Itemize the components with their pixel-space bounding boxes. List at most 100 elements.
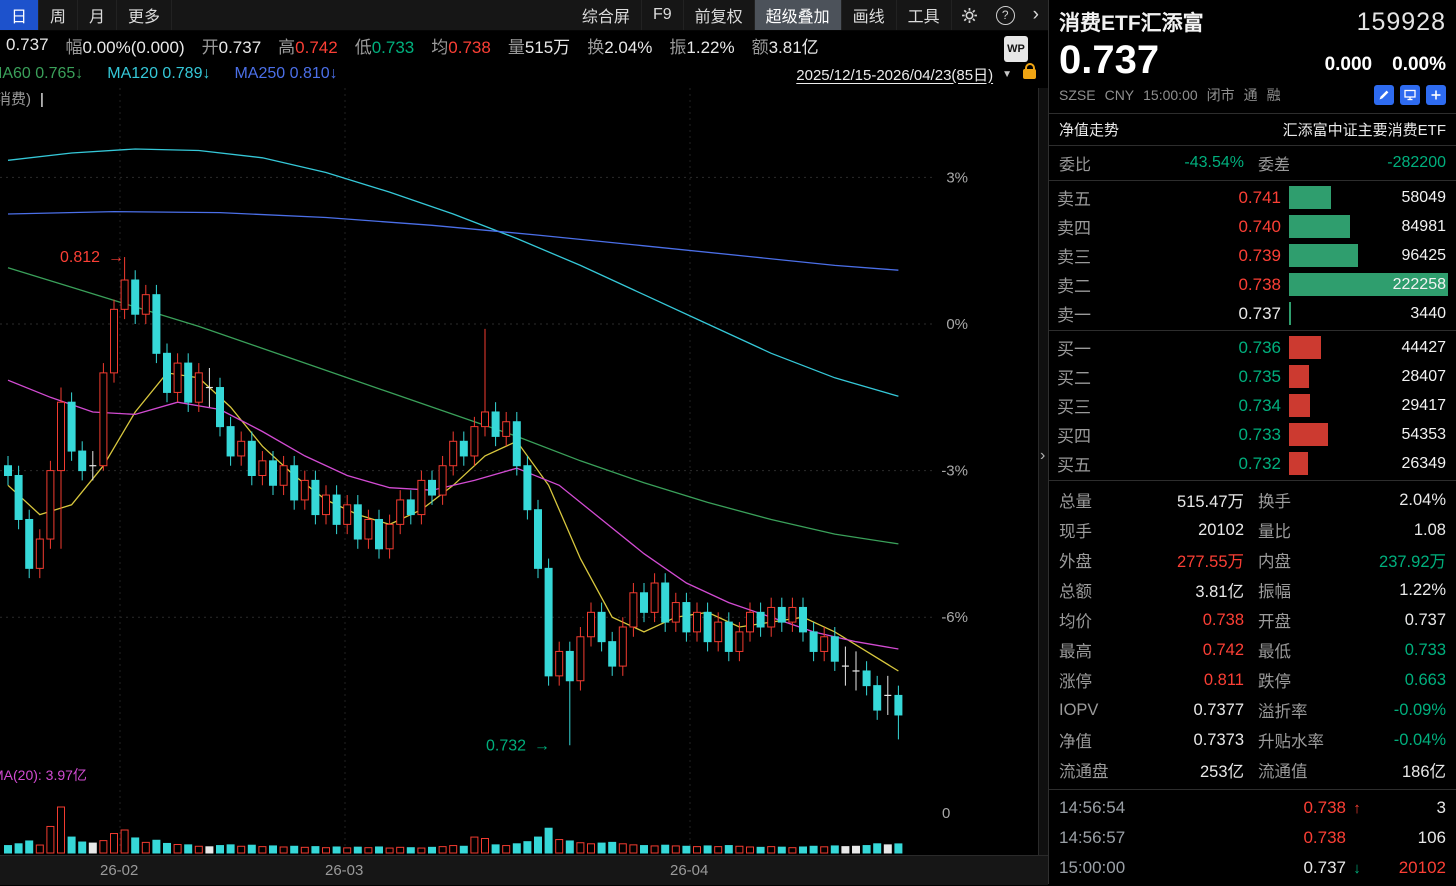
wp-badge[interactable]: WP bbox=[1004, 36, 1028, 62]
orderbook-price: 0.735 bbox=[1238, 366, 1281, 386]
stat-label: 外盘 bbox=[1059, 553, 1092, 571]
date-range[interactable]: 2025/12/15-2026/04/23(85日) bbox=[796, 66, 994, 84]
toolbar-tab-日[interactable]: 日 bbox=[0, 0, 40, 30]
panel-divider: › bbox=[1038, 88, 1049, 855]
monitor-icon[interactable] bbox=[1400, 85, 1420, 105]
stat-label: 净值 bbox=[1059, 733, 1092, 751]
stat-label: 开盘 bbox=[1258, 613, 1291, 631]
stats-row-总额: 总额 3.81亿 振幅 1.22% bbox=[1049, 575, 1456, 605]
settings-gear-icon[interactable] bbox=[952, 0, 987, 30]
orderbook-price: 0.738 bbox=[1238, 274, 1281, 294]
toolbar-button-F9[interactable]: F9 bbox=[642, 0, 684, 30]
orderbook-row-卖三[interactable]: 卖三 0.739 96425 bbox=[1049, 241, 1456, 270]
orderbook-buy-side: 买一 0.736 44427 买二 0.735 28407 买三 0.734 29417 买四 0.… bbox=[1049, 331, 1456, 481]
stat-value: 0.811 bbox=[1203, 670, 1244, 689]
orderbook-row-买二[interactable]: 买二 0.735 28407 bbox=[1049, 362, 1456, 391]
stats-grid: 总量 515.47万 换手 2.04% 现手 20102 量比 1.08 外盘 277.55万 内盘… bbox=[1049, 481, 1456, 790]
orderbook-row-卖五[interactable]: 卖五 0.741 58049 bbox=[1049, 183, 1456, 212]
caret-down-icon[interactable]: ▼ bbox=[1002, 68, 1012, 80]
weibi-value: -43.54% bbox=[1184, 154, 1244, 171]
toolbar-button-综合屏[interactable]: 综合屏 bbox=[571, 0, 642, 30]
stats-row-均价: 均价 0.738 开盘 0.737 bbox=[1049, 605, 1456, 635]
toolbar-overflow-chevron-icon[interactable]: › bbox=[1032, 4, 1039, 25]
weicha-label: 委差 bbox=[1258, 157, 1291, 174]
info-label: 均 bbox=[431, 37, 449, 57]
ma-values: MA60 0.765↓ MA120 0.789↓ MA250 0.810↓ bbox=[0, 65, 338, 83]
ma-indicator-bar: MA60 0.765↓ MA120 0.789↓ MA250 0.810↓ 2025… bbox=[0, 60, 1048, 88]
tick-volume: 106 bbox=[1417, 828, 1446, 847]
orderbook-volume: 58049 bbox=[1401, 188, 1447, 206]
info-item-换: 换2.04% bbox=[587, 33, 652, 58]
toolbar-tab-月[interactable]: 月 bbox=[78, 0, 118, 30]
x-axis-label-26-03: 26-03 bbox=[325, 862, 364, 879]
tick-price: 0.737 bbox=[1303, 858, 1346, 877]
toolbar-tab-更多[interactable]: 更多 bbox=[117, 0, 173, 30]
toolbar-button-工具[interactable]: 工具 bbox=[897, 0, 952, 30]
info-label: 幅 bbox=[65, 37, 83, 57]
orderbook-row-卖四[interactable]: 卖四 0.740 84981 bbox=[1049, 212, 1456, 241]
stat-value: 0.7377 bbox=[1193, 700, 1244, 719]
info-label: 振 bbox=[669, 37, 687, 57]
orderbook-price: 0.737 bbox=[1238, 303, 1281, 323]
tick-direction-arrow-icon: ↓ bbox=[1353, 859, 1361, 877]
add-icon[interactable] bbox=[1426, 85, 1446, 105]
help-icon[interactable]: ? bbox=[987, 0, 1024, 30]
edit-icon[interactable] bbox=[1374, 85, 1394, 105]
chart-toolbar: 日周月更多 综合屏 F9 前复权 超级叠加 画线 工具 ? › bbox=[0, 0, 1048, 31]
info-value: 0.733 bbox=[371, 37, 415, 57]
orderbook-sell-side: 卖五 0.741 58049 卖四 0.740 84981 卖三 0.739 96425 卖二 0.… bbox=[1049, 181, 1456, 331]
orderbook-row-买一[interactable]: 买一 0.736 44427 bbox=[1049, 333, 1456, 362]
svg-text:3%: 3% bbox=[946, 169, 968, 186]
orderbook-level-label: 买四 bbox=[1057, 427, 1091, 446]
info-value: 3.81亿 bbox=[768, 37, 819, 57]
toolbar-button-前复权[interactable]: 前复权 bbox=[684, 0, 755, 30]
svg-text:0%: 0% bbox=[946, 316, 968, 333]
ma-label-MA250: MA250 0.810↓ bbox=[234, 65, 338, 82]
stat-value: 0.737 bbox=[1404, 610, 1446, 629]
stat-label: 量比 bbox=[1258, 523, 1291, 541]
orderbook-row-买四[interactable]: 买四 0.733 54353 bbox=[1049, 420, 1456, 449]
orderbook-level-label: 卖一 bbox=[1057, 306, 1091, 325]
stat-value: 253亿 bbox=[1199, 763, 1244, 781]
orderbook-level-label: 卖三 bbox=[1057, 248, 1091, 267]
orderbook-volume: 44427 bbox=[1401, 338, 1447, 356]
svg-text:-3%: -3% bbox=[941, 463, 968, 480]
stat-label: 总额 bbox=[1059, 583, 1092, 601]
info-item-低: 低0.733 bbox=[355, 33, 415, 58]
stat-value: 237.92万 bbox=[1379, 553, 1446, 571]
orderbook-bar-zone: 3440 bbox=[1289, 301, 1448, 326]
expand-panel-arrow-icon[interactable]: › bbox=[1040, 447, 1046, 464]
info-value: 0.738 bbox=[448, 37, 491, 57]
orderbook-level-label: 买二 bbox=[1057, 369, 1091, 388]
orderbook-row-买三[interactable]: 买三 0.734 29417 bbox=[1049, 391, 1456, 420]
orderbook-row-买五[interactable]: 买五 0.732 26349 bbox=[1049, 449, 1456, 478]
info-item-量: 量515万 bbox=[508, 33, 570, 58]
stat-value: 186亿 bbox=[1401, 763, 1446, 781]
security-name: 消费ETF汇添富 bbox=[1059, 12, 1204, 35]
candlestick-chart[interactable]: 3% 0% -3% -6% 0.812 → 0.732 → 消费) | MA(20): 3.97亿 0 bbox=[0, 88, 1048, 855]
orderbook-level-label: 买三 bbox=[1057, 398, 1091, 417]
stat-label: 内盘 bbox=[1258, 553, 1291, 571]
orderbook-volume: 54353 bbox=[1401, 425, 1447, 443]
stats-row-最高: 最高 0.742 最低 0.733 bbox=[1049, 635, 1456, 665]
orderbook-volume: 28407 bbox=[1401, 367, 1447, 385]
lock-icon[interactable] bbox=[1023, 63, 1036, 79]
orderbook-volume: 96425 bbox=[1401, 246, 1447, 264]
toolbar-tab-周[interactable]: 周 bbox=[39, 0, 79, 30]
info-item-均: 均0.738 bbox=[431, 33, 491, 58]
info-label: 换 bbox=[587, 37, 605, 57]
orderbook-row-卖二[interactable]: 卖二 0.738 222258 bbox=[1049, 270, 1456, 299]
flag-shenzhen-connect: 通 bbox=[1243, 87, 1258, 103]
toolbar-button-超级叠加[interactable]: 超级叠加 bbox=[754, 0, 842, 30]
orderbook-row-卖一[interactable]: 卖一 0.737 3440 bbox=[1049, 299, 1456, 328]
period-tabs: 日周月更多 bbox=[0, 0, 173, 30]
exchange-label: SZSE bbox=[1059, 87, 1096, 103]
svg-text:0: 0 bbox=[942, 805, 950, 822]
tick-time: 14:56:57 bbox=[1059, 828, 1126, 847]
sell-volume-bar bbox=[1289, 302, 1292, 325]
stat-label: 涨停 bbox=[1059, 673, 1092, 691]
stat-value: -0.09% bbox=[1393, 700, 1446, 719]
toolbar-button-画线[interactable]: 画线 bbox=[842, 0, 897, 30]
tab-net-value-trend[interactable]: 净值走势 bbox=[1059, 122, 1120, 139]
